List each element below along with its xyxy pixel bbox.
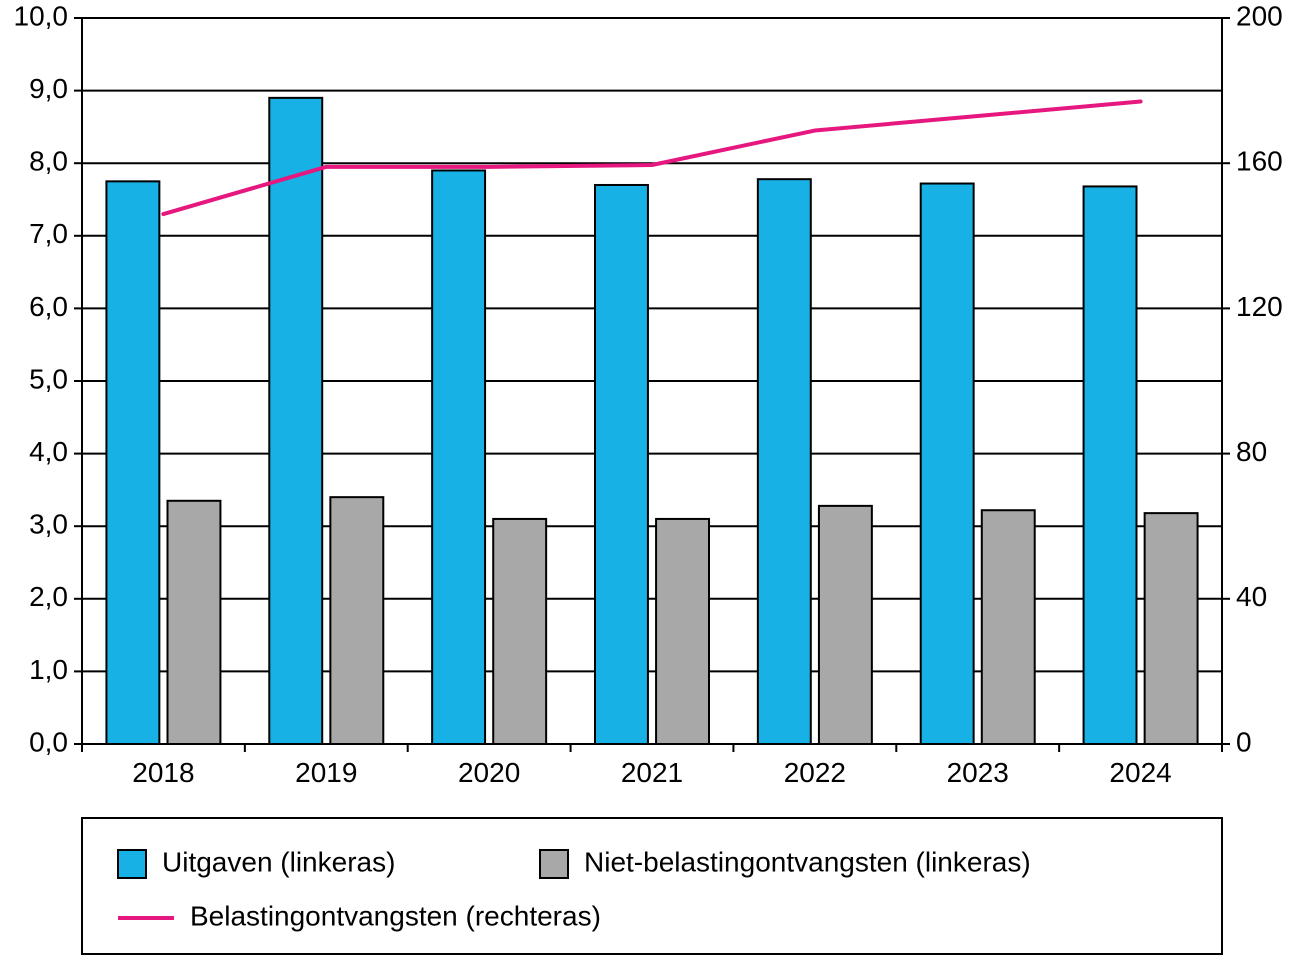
category-label: 2018 <box>132 757 194 788</box>
uitgaven-bar <box>432 170 485 744</box>
right-axis-tick-label: 0 <box>1236 726 1252 757</box>
niet-belasting-bar <box>493 519 546 744</box>
left-axis-tick-label: 7,0 <box>29 218 68 249</box>
uitgaven-bar <box>758 179 811 744</box>
niet-belasting-bar <box>168 501 221 744</box>
niet-belasting-bar <box>656 519 709 744</box>
uitgaven-bar <box>269 98 322 744</box>
niet-belasting-bar <box>982 510 1035 744</box>
legend-box <box>82 818 1222 954</box>
legend-label: Niet-belastingontvangsten (linkeras) <box>584 846 1031 877</box>
uitgaven-bar <box>921 184 974 744</box>
right-axis-tick-label: 40 <box>1236 581 1267 612</box>
legend-swatch-icon <box>540 850 568 878</box>
category-label: 2024 <box>1109 757 1171 788</box>
uitgaven-bar <box>1084 186 1137 744</box>
left-axis-tick-label: 6,0 <box>29 291 68 322</box>
left-axis-tick-label: 10,0 <box>14 0 69 31</box>
category-label: 2021 <box>621 757 683 788</box>
legend-swatch-icon <box>118 850 146 878</box>
category-label: 2023 <box>947 757 1009 788</box>
right-axis-tick-label: 80 <box>1236 436 1267 467</box>
right-axis-tick-label: 200 <box>1236 0 1283 31</box>
right-axis-tick-label: 120 <box>1236 291 1283 322</box>
left-axis-tick-label: 2,0 <box>29 581 68 612</box>
left-axis-tick-label: 1,0 <box>29 654 68 685</box>
right-axis-tick-label: 160 <box>1236 146 1283 177</box>
left-axis-tick-label: 5,0 <box>29 363 68 394</box>
niet-belasting-bar <box>330 497 383 744</box>
uitgaven-bar <box>106 181 159 744</box>
category-label: 2020 <box>458 757 520 788</box>
financial-dual-axis-chart: 0,0 1,0 2,0 3,0 4,0 5,0 6,0 7,0 8,0 9,0 10,0 0 40 80 1… <box>0 0 1301 967</box>
category-label: 2022 <box>784 757 846 788</box>
left-axis-tick-label: 0,0 <box>29 726 68 757</box>
legend-label: Uitgaven (linkeras) <box>162 846 395 877</box>
category-label: 2019 <box>295 757 357 788</box>
uitgaven-bar <box>595 185 648 744</box>
left-axis-tick-label: 4,0 <box>29 436 68 467</box>
left-axis-tick-label: 3,0 <box>29 509 68 540</box>
niet-belasting-bar <box>819 506 872 744</box>
niet-belasting-bar <box>1145 513 1198 744</box>
legend-label: Belastingontvangsten (rechteras) <box>190 900 601 931</box>
left-axis-tick-label: 8,0 <box>29 146 68 177</box>
left-axis-tick-label: 9,0 <box>29 73 68 104</box>
